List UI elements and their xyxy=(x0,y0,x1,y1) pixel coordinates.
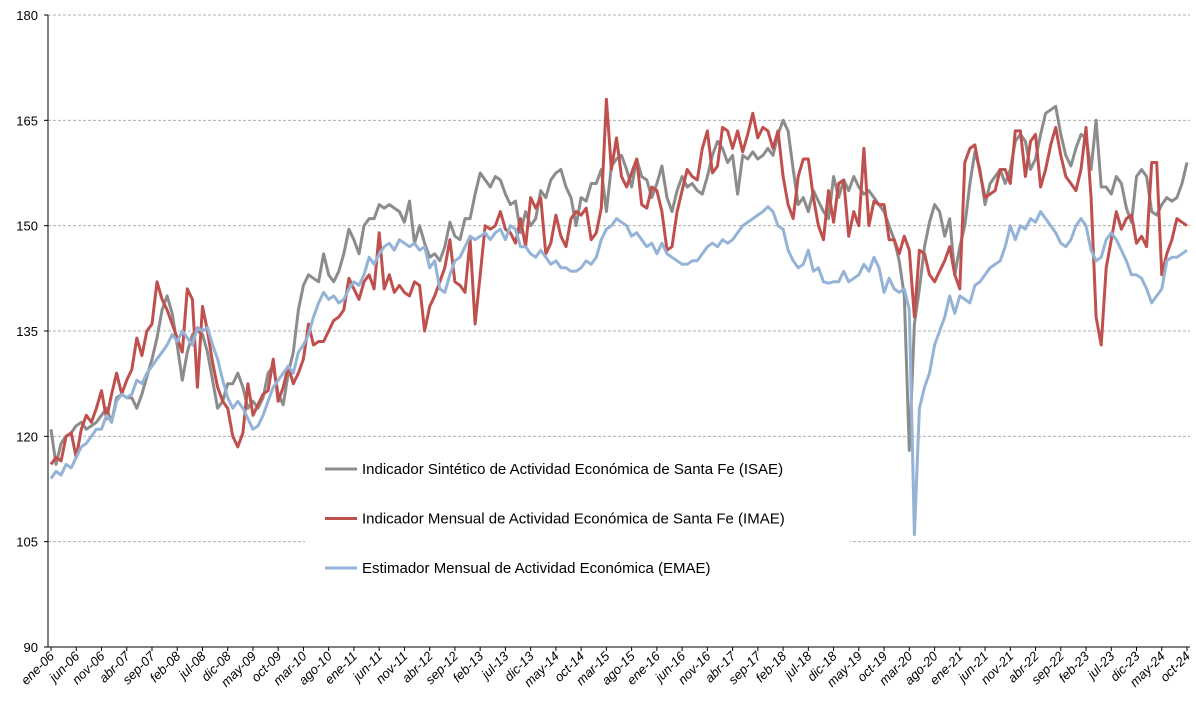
legend-label: Indicador Mensual de Actividad Económica… xyxy=(362,511,785,528)
legend-label: Indicador Sintético de Actividad Económi… xyxy=(362,461,783,478)
y-tick-label: 180 xyxy=(16,8,38,23)
y-tick-label: 90 xyxy=(24,640,38,655)
legend-label: Estimador Mensual de Actividad Económica… xyxy=(362,560,710,577)
y-tick-label: 150 xyxy=(16,219,38,234)
y-tick-label: 105 xyxy=(16,535,38,550)
legend-box xyxy=(305,446,850,592)
y-tick-label: 165 xyxy=(16,113,38,128)
y-tick-label: 135 xyxy=(16,324,38,339)
series-line xyxy=(49,97,1188,466)
y-tick-label: 120 xyxy=(16,429,38,444)
series-line xyxy=(49,205,1188,537)
